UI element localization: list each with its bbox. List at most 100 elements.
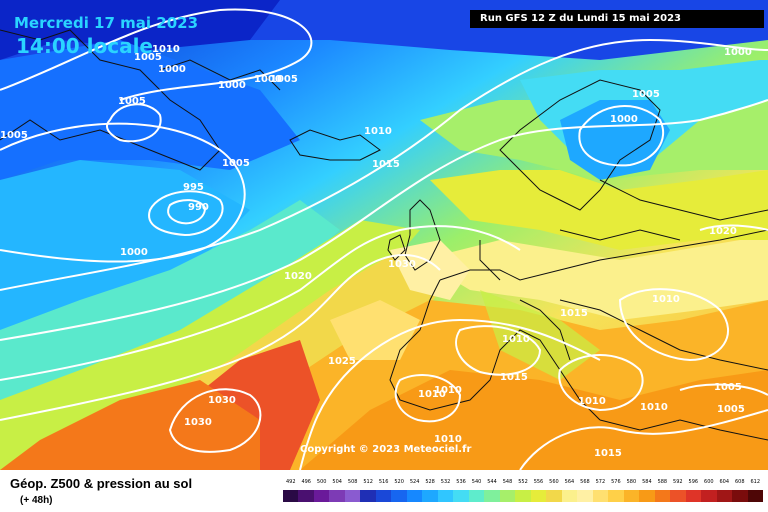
isobar-label: 1010 (434, 385, 462, 396)
color-scale-swatch (732, 490, 748, 502)
color-scale-value: 548 (502, 479, 513, 485)
color-scale-value: 536 (456, 479, 466, 485)
legend-footer: Géop. Z500 & pression au sol (+ 48h) 492… (0, 470, 768, 512)
color-scale-swatch (530, 490, 547, 502)
color-scale-value: 552 (518, 479, 528, 485)
legend-subtitle: (+ 48h) (20, 495, 53, 506)
color-scale-value: 544 (487, 479, 497, 485)
color-scale-value: 512 (363, 479, 373, 485)
isobar-label: 1020 (709, 226, 737, 237)
color-scale-swatch (375, 490, 392, 502)
color-scale-value: 588 (657, 479, 668, 485)
color-scale-swatch (716, 490, 733, 502)
color-scale-value: 600 (704, 479, 714, 485)
isobars (0, 8, 768, 470)
color-scale-swatch (484, 490, 500, 502)
color-scale-swatch (453, 490, 469, 502)
isobar-label: 1000 (254, 74, 282, 85)
isobar-label: 1030 (184, 417, 212, 428)
isobar-label: 1000 (120, 247, 148, 258)
color-scale-labels: 492 496 500 504 508 512 516 520 524 528 532 536 540 5… (283, 479, 763, 489)
isobar-label: 1020 (284, 271, 312, 282)
isobar-label: 1000 (724, 47, 752, 58)
color-scale-value: 576 (611, 479, 621, 485)
run-info-label: Run GFS 12 Z du Lundi 15 mai 2023 (470, 10, 764, 28)
color-scale-swatch (639, 490, 655, 502)
color-scale-value: 572 (595, 479, 606, 485)
color-scale-swatch (546, 490, 562, 502)
color-scale-value: 528 (425, 479, 435, 485)
color-scale-swatch (670, 490, 686, 502)
isobar-label: 1010 (640, 402, 668, 413)
color-scale-swatch (406, 490, 423, 502)
color-scale-value: 592 (673, 479, 683, 485)
color-scale-value: 524 (409, 479, 420, 485)
isobar-label: 1015 (594, 448, 622, 459)
color-scale-value: 596 (688, 479, 699, 485)
color-scale-bar (283, 490, 764, 502)
color-scale-value: 580 (626, 479, 637, 485)
forecast-date: Mercredi 17 mai 2023 (14, 14, 199, 32)
color-scale-value: 516 (378, 479, 389, 485)
color-scale-value: 568 (580, 479, 590, 485)
isobar-label: 1005 (717, 404, 745, 415)
isobar-label: 1030 (208, 395, 236, 406)
color-scale-value: 492 (285, 479, 296, 485)
color-scale-swatch (685, 490, 702, 502)
color-scale-value: 560 (549, 479, 559, 485)
copyright-text: Copyright © 2023 Meteociel.fr (300, 444, 472, 455)
isobar-label: 1005 (134, 52, 162, 63)
color-scale-swatch (344, 490, 361, 502)
coastlines (0, 29, 768, 441)
isobar-label: 1010 (418, 389, 446, 400)
color-scale-swatch (592, 490, 609, 502)
isobar-label: 1000 (610, 114, 638, 125)
color-scale-value: 556 (533, 479, 544, 485)
color-scale-value: 608 (734, 479, 745, 485)
color-scale-swatch (437, 490, 454, 502)
color-scale-swatch (283, 490, 299, 502)
color-scale-swatch (747, 490, 764, 502)
color-scale-value: 520 (394, 479, 404, 485)
isobar-label: 1005 (0, 130, 28, 141)
color-scale-swatch (623, 490, 640, 502)
isobar-label: 1010 (652, 294, 680, 305)
isobar-label: 1010 (578, 396, 606, 407)
isobar-label: 1010 (434, 434, 462, 445)
isobar-label: 1010 (502, 334, 530, 345)
color-scale-value: 532 (440, 479, 451, 485)
color-scale-swatch (577, 490, 593, 502)
color-scale-swatch (329, 490, 345, 502)
color-scale-swatch (515, 490, 531, 502)
color-scale-value: 508 (347, 479, 358, 485)
isobar-label: 1005 (714, 382, 742, 393)
color-scale-swatch (561, 490, 578, 502)
color-scale-value: 604 (719, 479, 730, 485)
color-scale-swatch (298, 490, 314, 502)
forecast-local-time: 14:00 locale (16, 34, 153, 58)
isobar-label: 1030 (388, 259, 416, 270)
isobar-label: 1025 (328, 356, 356, 367)
isobar-label: 1010 (152, 44, 180, 55)
color-scale-value: 584 (642, 479, 652, 485)
color-scale-swatch (422, 490, 438, 502)
isobar-label: 990 (188, 202, 209, 213)
isobar-label: 1015 (560, 308, 588, 319)
color-scale-value: 496 (301, 479, 311, 485)
color-scale-value: 540 (471, 479, 482, 485)
color-scale-swatch (608, 490, 624, 502)
isobar-label: 1015 (500, 372, 528, 383)
color-scale-swatch (360, 490, 376, 502)
isobar-label: 1005 (118, 96, 146, 107)
isobar-label: 1000 (158, 64, 186, 75)
color-scale-swatch (701, 490, 717, 502)
color-scale-swatch (391, 490, 407, 502)
isobar-label: 995 (183, 182, 204, 193)
color-scale-value: 500 (316, 479, 327, 485)
legend-title: Géop. Z500 & pression au sol (10, 476, 193, 491)
isobar-labels: 1010 1005 1000 1000 1005 1005 1000 995 9… (0, 44, 752, 459)
color-scale-value: 612 (750, 479, 761, 485)
isobar-label: 1005 (222, 158, 250, 169)
isobar-label: 1005 (270, 74, 298, 85)
